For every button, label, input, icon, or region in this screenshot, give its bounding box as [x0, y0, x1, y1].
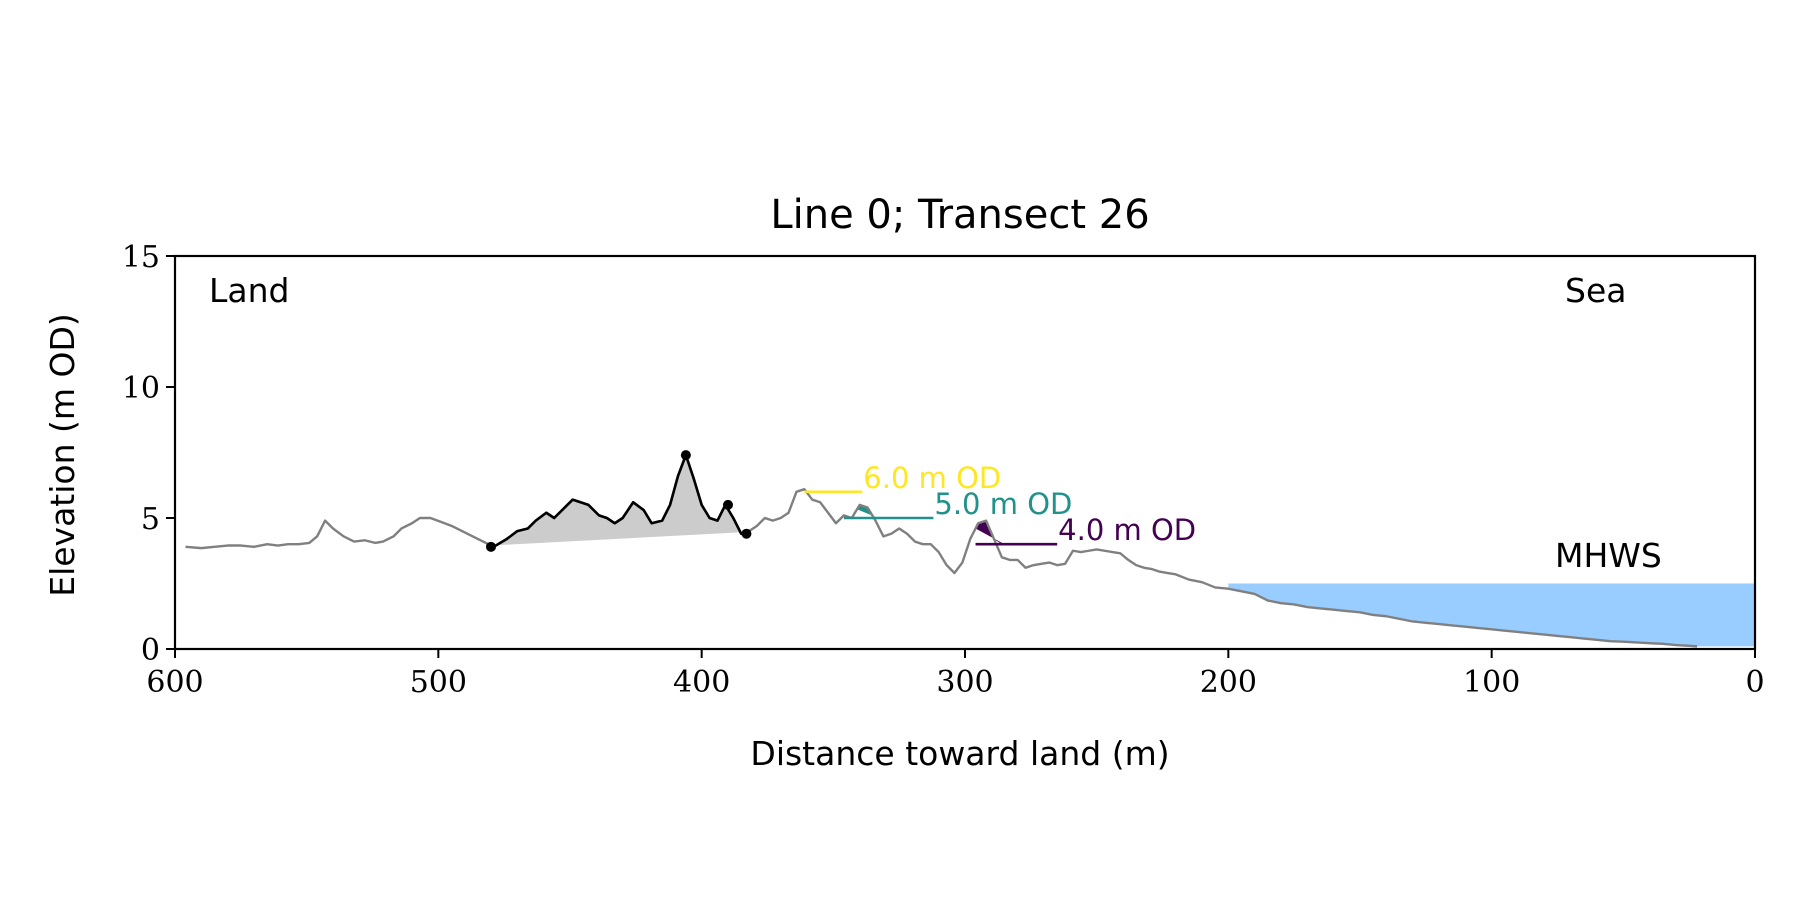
- mhws-label: MHWS: [1555, 536, 1662, 575]
- sea-label: Sea: [1565, 271, 1626, 310]
- x-axis-label: Distance toward land (m): [750, 734, 1169, 773]
- x-tick-label: 500: [410, 665, 467, 700]
- plot-layers: 6.0 m OD5.0 m OD4.0 m OD: [185, 450, 1755, 648]
- y-tick-label: 0: [141, 633, 160, 668]
- land-label: Land: [209, 271, 289, 310]
- y-axis-label: Elevation (m OD): [43, 313, 82, 597]
- level-label: 4.0 m OD: [1058, 513, 1196, 547]
- dune-point-marker: [741, 528, 752, 539]
- level-label: 6.0 m OD: [863, 461, 1001, 495]
- x-axis-ticks: 600 500 400 300 200 100 0: [146, 649, 1765, 700]
- y-tick-label: 15: [122, 240, 160, 275]
- chart-title: Line 0; Transect 26: [770, 192, 1149, 238]
- mhws-water-area: [1228, 583, 1755, 647]
- y-tick-label: 10: [122, 371, 160, 406]
- y-axis-ticks: 0 5 10 15: [122, 240, 175, 668]
- dune-profile-line: [490, 453, 747, 549]
- x-tick-label: 400: [673, 665, 730, 700]
- dune-point-marker: [680, 450, 691, 461]
- elevation-profile-line: [185, 453, 1698, 648]
- dune-volume-area: [491, 455, 747, 547]
- dune-point-marker: [486, 541, 496, 552]
- level-label: 5.0 m OD: [934, 487, 1072, 521]
- x-tick-label: 100: [1463, 665, 1520, 700]
- x-tick-label: 300: [936, 665, 993, 700]
- x-tick-label: 200: [1200, 665, 1257, 700]
- y-tick-label: 5: [141, 502, 160, 537]
- x-tick-label: 0: [1745, 665, 1764, 700]
- dune-point-marker: [723, 499, 733, 510]
- x-tick-label: 600: [146, 665, 203, 700]
